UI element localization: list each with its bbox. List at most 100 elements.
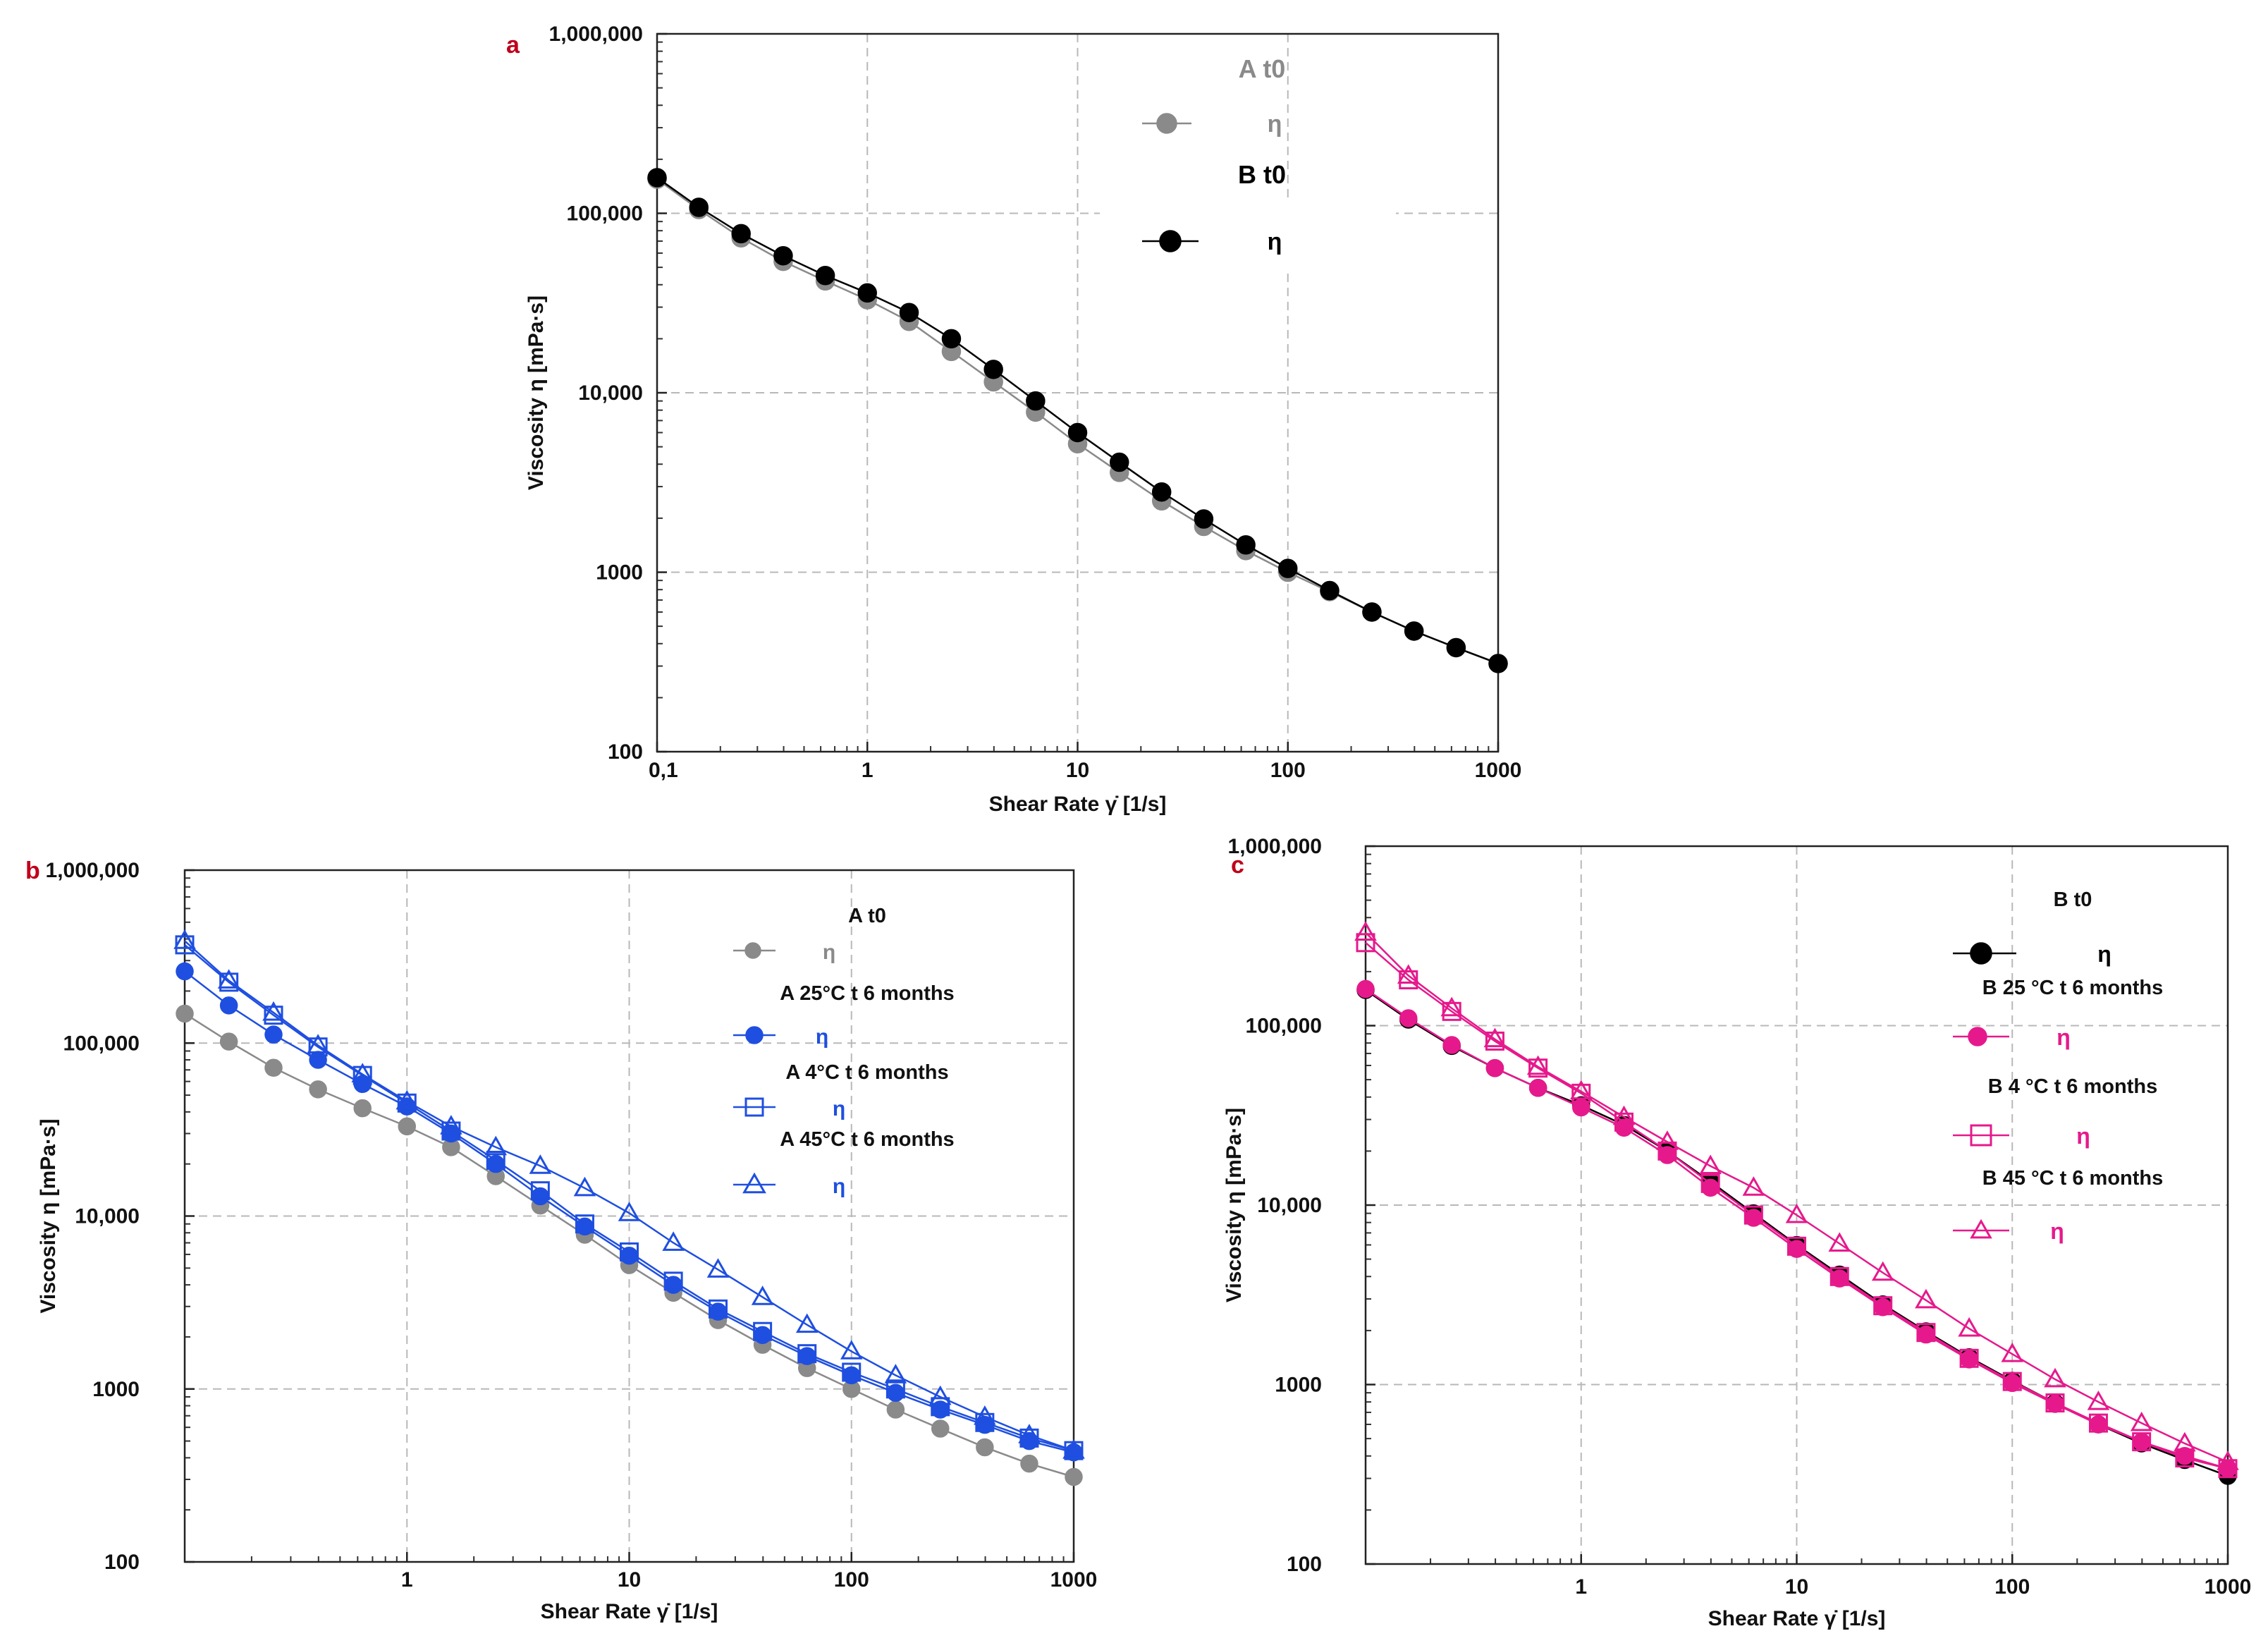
data-point — [731, 224, 751, 244]
data-point — [1320, 580, 1340, 601]
data-point — [1528, 1058, 1548, 1078]
legend: A t0 η B t0 η — [1142, 54, 1286, 255]
data-point — [773, 245, 793, 266]
x-tick-label: 1000 — [1475, 759, 1522, 782]
legend-series-name: η — [2097, 941, 2111, 967]
data-point — [885, 1379, 905, 1399]
data-point — [751, 1285, 774, 1305]
x-tick-label: 10 — [1066, 759, 1089, 782]
data-point — [1020, 1454, 1038, 1473]
data-point — [983, 360, 1003, 379]
series-3 — [1354, 921, 2239, 1470]
data-point — [1065, 1467, 1083, 1486]
data-point — [1960, 1350, 1978, 1369]
legend-group-label: A 25°C t 6 months — [780, 982, 954, 1005]
legend-marker — [744, 1097, 764, 1117]
data-point — [1151, 482, 1172, 502]
y-tick-label: 100,000 — [567, 202, 643, 226]
data-point — [2174, 1431, 2196, 1452]
legend-group-label: B t0 — [1238, 160, 1286, 189]
series-line — [184, 940, 1074, 1452]
grid-lines — [185, 870, 1074, 1562]
data-point — [797, 1344, 817, 1364]
data-point — [1356, 933, 1375, 953]
data-point — [573, 1176, 596, 1197]
legend-marker — [1159, 230, 1182, 252]
panel-letter: a — [506, 32, 520, 59]
data-point — [1442, 1036, 1461, 1054]
data-point — [396, 1089, 419, 1110]
data-point — [575, 1214, 594, 1234]
data-point — [974, 1405, 996, 1425]
data-point — [1916, 1323, 1936, 1343]
legend-marker — [1970, 942, 1992, 965]
data-point — [1958, 1317, 1980, 1337]
legend-series-name: η — [833, 1175, 845, 1198]
data-point — [840, 1340, 863, 1360]
y-tick-label: 100 — [104, 1551, 140, 1574]
data-point — [2130, 1411, 2153, 1431]
y-axis-label: Viscosity η [mPa·s] — [37, 1118, 60, 1313]
data-point — [2002, 1372, 2022, 1391]
legend-group-label: A t0 — [848, 905, 886, 927]
y-tick-label: 100 — [1287, 1553, 1322, 1576]
data-point — [398, 1117, 416, 1136]
data-point — [1742, 1176, 1765, 1196]
data-point — [857, 283, 877, 303]
x-tick-label: 1 — [401, 1568, 413, 1592]
data-point — [217, 969, 240, 989]
series-3 — [173, 929, 1085, 1459]
data-point — [931, 1419, 950, 1438]
data-point — [1871, 1261, 1894, 1281]
data-point — [484, 1135, 508, 1156]
y-tick-label: 1,000,000 — [46, 859, 140, 882]
panel-b-chart: 1 10 100 1000 100 1000 10,000 100,000 1,000,000 S… — [25, 857, 1097, 1623]
data-point — [219, 996, 238, 1015]
data-point — [1062, 1439, 1085, 1459]
data-point — [1959, 1348, 1979, 1368]
data-point — [842, 1362, 862, 1382]
data-point — [2087, 1390, 2110, 1410]
legend-marker — [1970, 1218, 1992, 1239]
data-point — [1743, 1205, 1763, 1225]
x-tick-label: 1000 — [2205, 1575, 2252, 1599]
data-point — [1873, 1296, 1893, 1316]
data-point — [1236, 535, 1256, 555]
data-point — [618, 1202, 641, 1221]
data-point — [309, 1080, 327, 1099]
data-point — [1915, 1288, 1937, 1309]
data-point — [795, 1313, 819, 1333]
data-point — [663, 1271, 683, 1291]
x-tick-label: 10 — [1785, 1575, 1808, 1599]
data-point — [1399, 1009, 1418, 1027]
data-point — [1569, 1080, 1593, 1100]
data-point — [1362, 602, 1382, 622]
data-point — [530, 1181, 550, 1201]
legend-group-label: B t0 — [2054, 888, 2092, 911]
data-point — [1700, 1173, 1720, 1193]
legend: B t0 η B 25 °C t 6 months η B 4 °C t 6 month… — [1953, 888, 2163, 1244]
x-tick-label: 10 — [618, 1568, 641, 1592]
data-point — [1356, 979, 1375, 998]
data-point — [264, 1006, 283, 1025]
data-point — [309, 1051, 327, 1069]
data-point — [2044, 1367, 2066, 1388]
data-point — [1785, 1203, 1808, 1223]
data-point — [262, 1001, 285, 1021]
data-point — [706, 1258, 730, 1278]
data-point — [1440, 996, 1463, 1017]
data-point — [2045, 1393, 2065, 1413]
y-tick-label: 10,000 — [75, 1205, 140, 1228]
x-tick-label: 100 — [834, 1568, 869, 1592]
legend-group-label: A t0 — [1239, 54, 1286, 83]
data-point — [1612, 1105, 1636, 1125]
data-point — [2217, 1450, 2239, 1470]
data-point — [1404, 621, 1424, 641]
data-point — [1526, 1055, 1550, 1075]
data-point — [2089, 1415, 2108, 1434]
data-point — [689, 197, 709, 217]
data-point — [1828, 1232, 1851, 1252]
data-point — [815, 266, 835, 286]
panel-letter: c — [1231, 852, 1244, 879]
data-point — [1528, 1079, 1547, 1097]
